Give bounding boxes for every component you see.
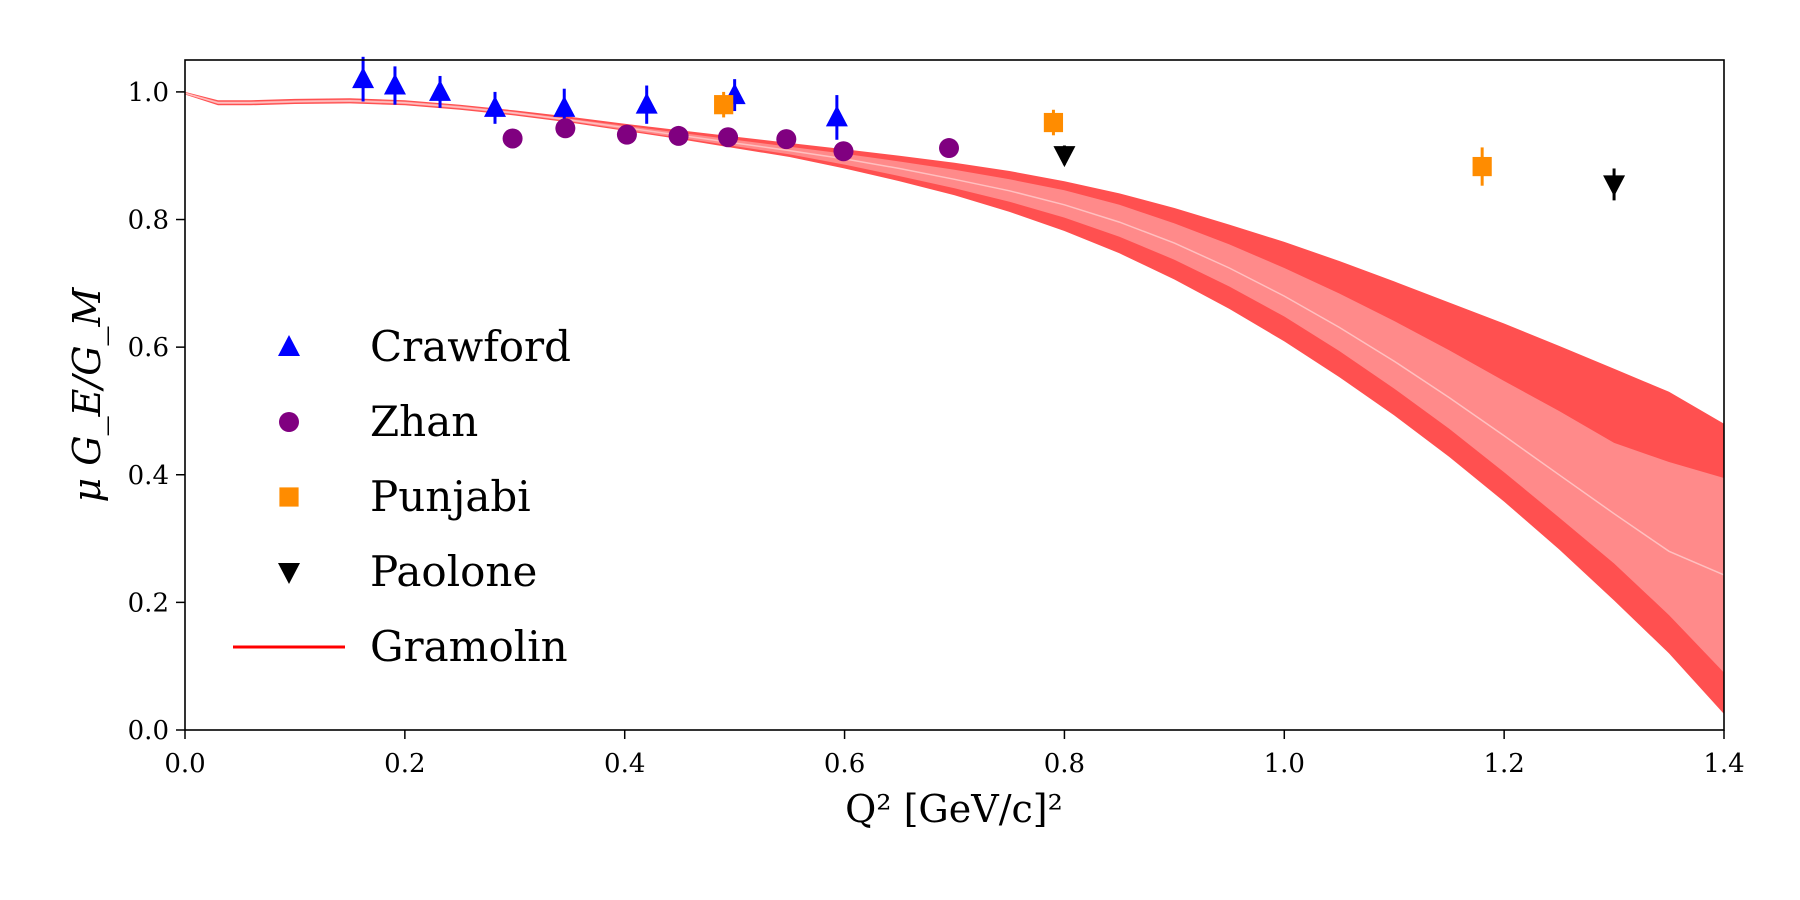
band-inner [185,92,1724,673]
crawford-point [383,73,406,95]
zhan-point [718,127,739,148]
crawford-point [429,79,452,101]
legend-crawford-swatch [278,335,300,356]
y-tick-label: 0.8 [128,206,169,236]
y-tick-label: 1.0 [128,78,169,108]
paolone-point [1603,175,1626,197]
y-axis-label: μ G_E/G_M [65,286,110,502]
data-points [352,56,1626,201]
y-tick-label: 0.0 [128,716,169,746]
legend-paolone-swatch [278,563,300,584]
crawford-point [635,92,658,114]
legend-paolone-label: Paolone [370,547,537,596]
legend-crawford-label: Crawford [370,322,571,371]
x-tick-label: 0.4 [604,749,645,779]
x-tick-label: 1.2 [1483,749,1524,779]
x-axis-label: Q² [GeV/c]² [845,787,1063,831]
y-tick-label: 0.6 [128,333,169,363]
zhan-point [555,118,576,139]
crawford-point [825,105,848,127]
zhan-point [776,129,797,150]
plot-frame [184,59,1725,731]
x-tick-label: 0.6 [824,749,865,779]
legend-punjabi-swatch [279,487,299,507]
crawford-point [483,95,506,117]
zhan-point [502,128,523,149]
legend: Crawford Zhan Punjabi Paolone Gramolin [233,322,571,671]
x-tick-label: 1.4 [1703,749,1744,779]
x-tick-label: 0.0 [164,749,205,779]
crawford-point [553,95,576,117]
legend-zhan-swatch [279,412,299,432]
punjabi-point [1472,156,1492,177]
legend-punjabi-label: Punjabi [370,472,531,521]
legend-gramolin-label: Gramolin [370,622,568,671]
zhan-point [939,138,960,159]
y-axis: 0.0 0.2 0.4 0.6 0.8 1.0 [128,78,185,746]
zhan-point [833,141,854,162]
x-tick-label: 1.0 [1264,749,1305,779]
punjabi-point [1043,112,1064,133]
y-tick-label: 0.4 [128,461,169,491]
punjabi-point [714,95,734,115]
legend-zhan-label: Zhan [370,397,478,446]
crawford-point [352,67,375,89]
zhan-point [668,125,689,146]
zhan-point [616,124,637,145]
x-axis: 0.0 0.2 0.4 0.6 0.8 1.0 1.2 1.4 [164,730,1745,779]
x-tick-label: 0.2 [384,749,425,779]
x-tick-label: 0.8 [1044,749,1085,779]
y-tick-label: 0.2 [128,588,169,618]
paolone-point [1053,146,1076,168]
